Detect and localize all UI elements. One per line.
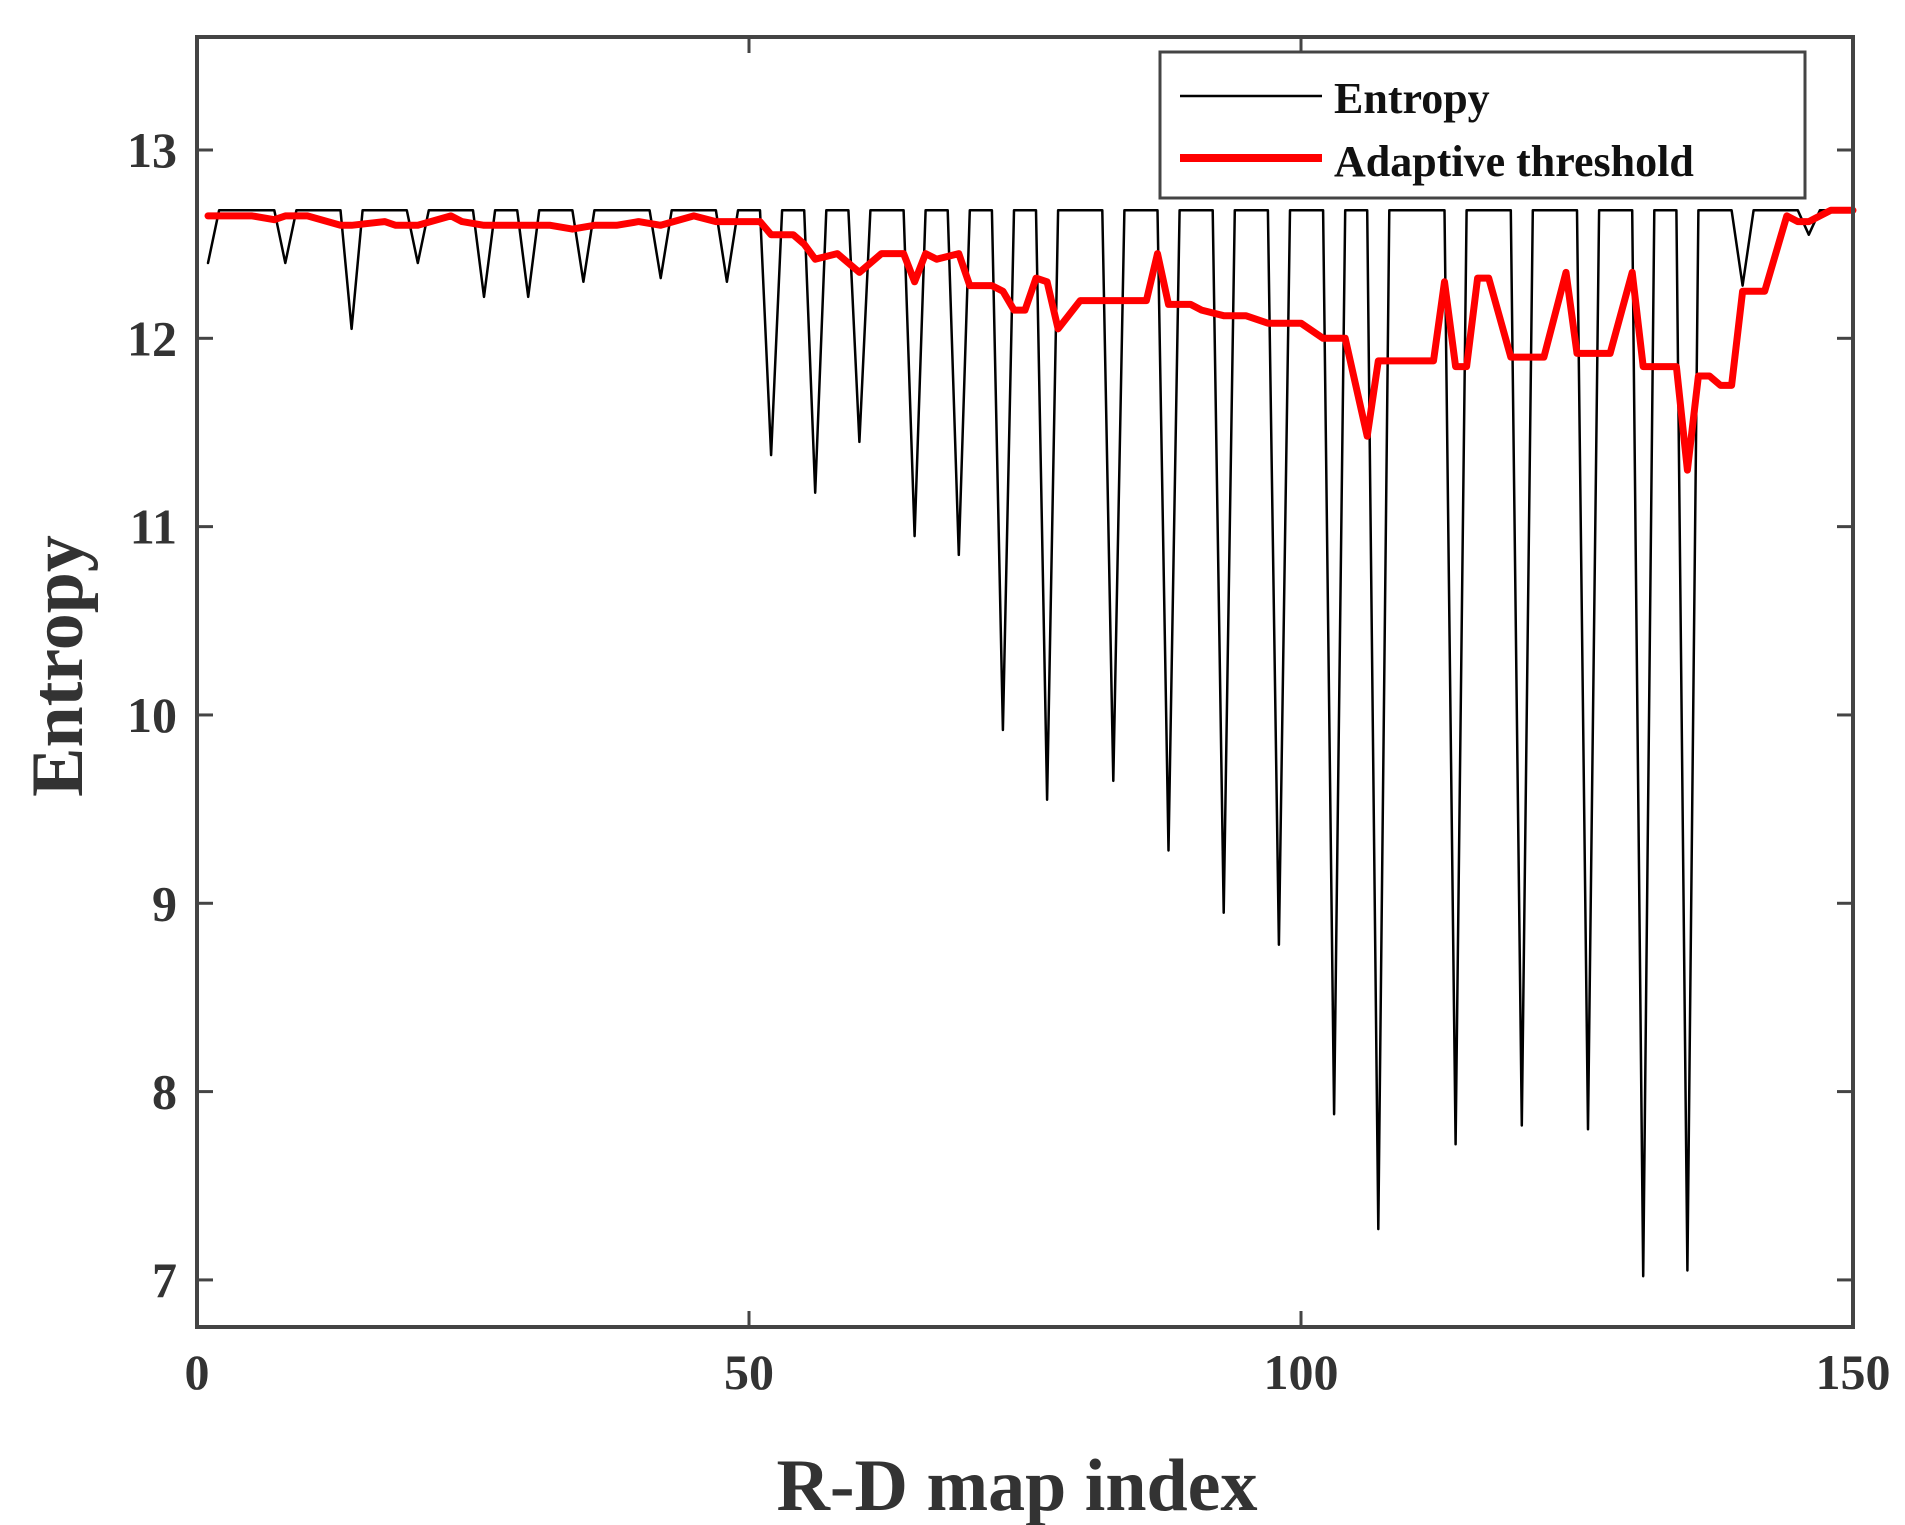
y-tick-label: 12	[127, 310, 177, 366]
series-line-entropy	[206, 209, 1855, 1278]
x-tick-label: 150	[1816, 1344, 1891, 1400]
legend-label-adaptive-threshold: Adaptive threshold	[1334, 137, 1694, 186]
plot-frame	[195, 35, 1855, 1329]
legend-label-entropy: Entropy	[1334, 74, 1490, 123]
y-tick-label: 10	[127, 687, 177, 743]
x-tick-labels: 0 50 100 150	[185, 1344, 1891, 1400]
y-tick-label: 7	[152, 1252, 177, 1308]
y-tick-label: 11	[130, 499, 177, 555]
y-axis-label: Entropy	[17, 535, 99, 797]
tick-marks	[195, 37, 1855, 1327]
series-layer	[204, 206, 1857, 1278]
legend: Entropy Adaptive threshold	[1158, 50, 1807, 200]
y-tick-labels: 7 8 9 10 11 12 13	[127, 122, 177, 1308]
y-tick-label: 13	[127, 122, 177, 178]
x-axis-label: R-D map index	[776, 1445, 1257, 1525]
x-tick-label: 100	[1264, 1344, 1339, 1400]
legend-box	[1158, 50, 1807, 200]
series-line-adaptive-threshold	[204, 206, 1857, 474]
x-tick-label: 0	[185, 1344, 210, 1400]
x-tick-label: 50	[724, 1344, 774, 1400]
y-tick-label: 9	[152, 875, 177, 931]
y-tick-label: 8	[152, 1064, 177, 1120]
